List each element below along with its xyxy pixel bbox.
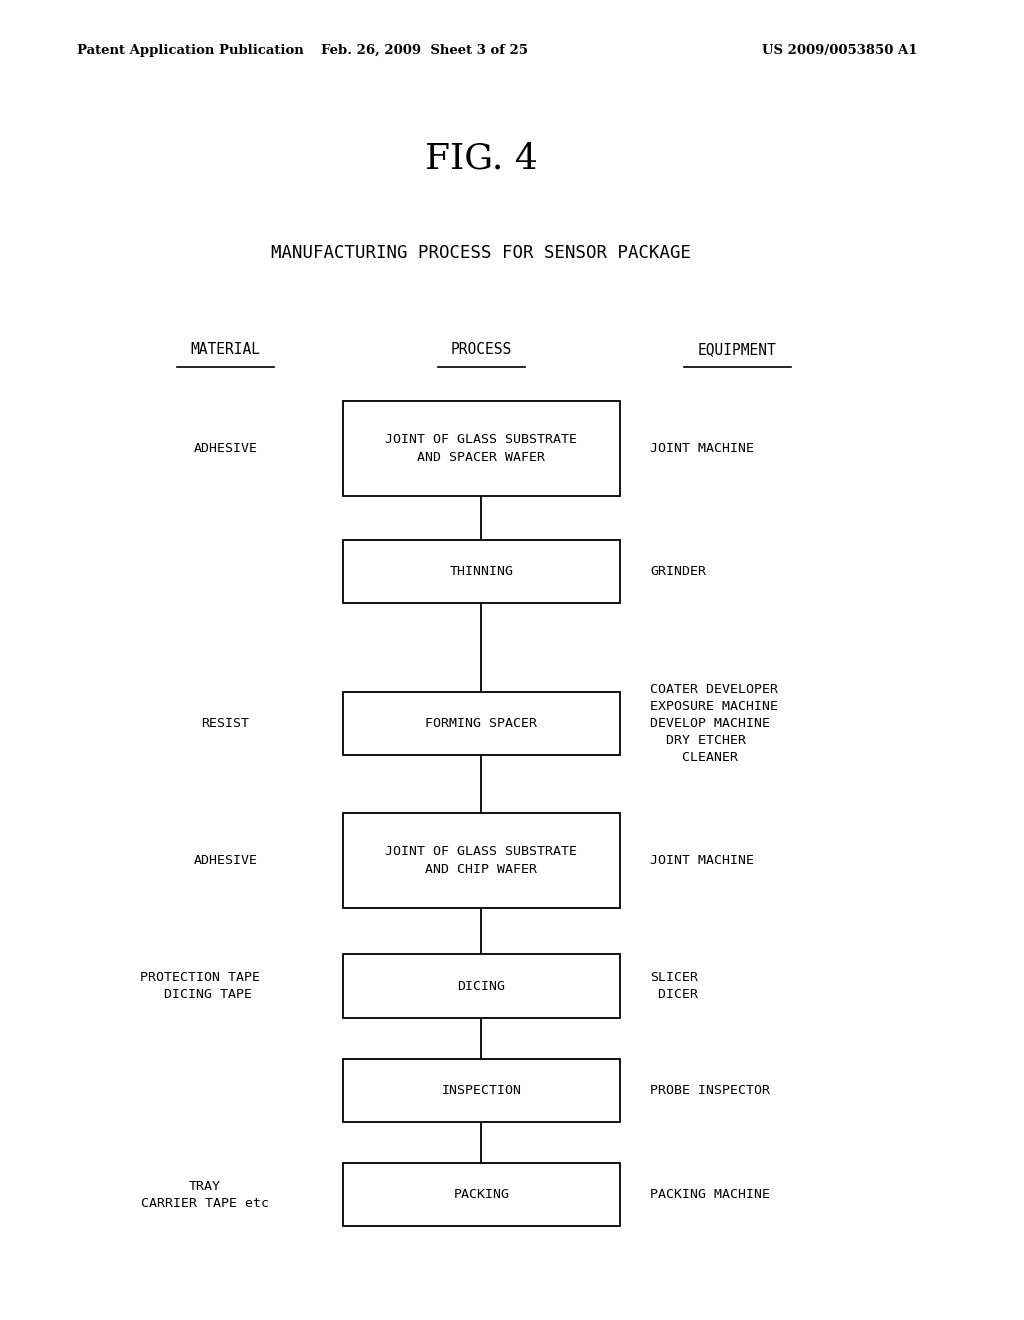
Text: PROTECTION TAPE
  DICING TAPE: PROTECTION TAPE DICING TAPE (139, 972, 260, 1001)
Text: JOINT OF GLASS SUBSTRATE
AND SPACER WAFER: JOINT OF GLASS SUBSTRATE AND SPACER WAFE… (385, 433, 578, 465)
Text: MATERIAL: MATERIAL (190, 342, 260, 358)
Bar (343, 401, 620, 496)
Text: THINNING: THINNING (450, 565, 513, 578)
Text: EQUIPMENT: EQUIPMENT (698, 342, 776, 358)
Text: MANUFACTURING PROCESS FOR SENSOR PACKAGE: MANUFACTURING PROCESS FOR SENSOR PACKAGE (271, 244, 691, 263)
Text: TRAY
CARRIER TAPE etc: TRAY CARRIER TAPE etc (141, 1180, 268, 1209)
Text: PACKING: PACKING (454, 1188, 509, 1201)
Bar (343, 540, 620, 603)
Bar (343, 692, 620, 755)
Text: INSPECTION: INSPECTION (441, 1084, 521, 1097)
Text: JOINT OF GLASS SUBSTRATE
AND CHIP WAFER: JOINT OF GLASS SUBSTRATE AND CHIP WAFER (385, 845, 578, 876)
Text: COATER DEVELOPER
EXPOSURE MACHINE
DEVELOP MACHINE
  DRY ETCHER
    CLEANER: COATER DEVELOPER EXPOSURE MACHINE DEVELO… (650, 682, 778, 764)
Text: PACKING MACHINE: PACKING MACHINE (650, 1188, 770, 1201)
Text: DICING: DICING (458, 979, 505, 993)
Text: Feb. 26, 2009  Sheet 3 of 25: Feb. 26, 2009 Sheet 3 of 25 (322, 44, 528, 57)
Text: SLICER
 DICER: SLICER DICER (650, 972, 698, 1001)
Text: PROBE INSPECTOR: PROBE INSPECTOR (650, 1084, 770, 1097)
Text: GRINDER: GRINDER (650, 565, 707, 578)
Text: RESIST: RESIST (202, 717, 249, 730)
Text: FORMING SPACER: FORMING SPACER (425, 717, 538, 730)
Bar (343, 1163, 620, 1226)
Text: PROCESS: PROCESS (451, 342, 512, 358)
Bar (343, 1059, 620, 1122)
Text: ADHESIVE: ADHESIVE (194, 854, 257, 867)
Text: JOINT MACHINE: JOINT MACHINE (650, 854, 755, 867)
Text: JOINT MACHINE: JOINT MACHINE (650, 442, 755, 455)
Bar (343, 954, 620, 1018)
Text: ADHESIVE: ADHESIVE (194, 442, 257, 455)
Text: FIG. 4: FIG. 4 (425, 141, 538, 176)
Text: Patent Application Publication: Patent Application Publication (77, 44, 303, 57)
Text: US 2009/0053850 A1: US 2009/0053850 A1 (762, 44, 918, 57)
Bar (343, 813, 620, 908)
